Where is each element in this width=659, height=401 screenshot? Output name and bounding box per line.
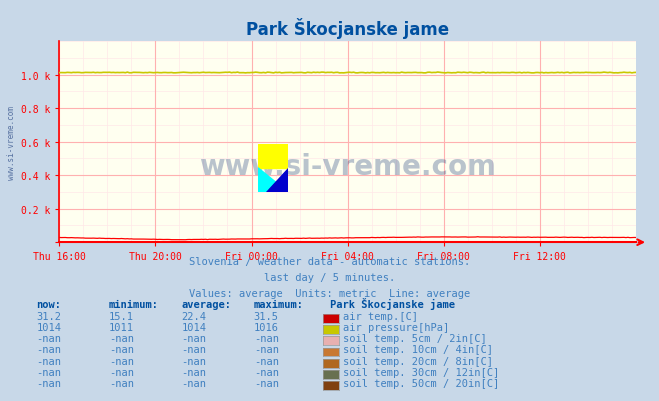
- Text: Slovenia / weather data - automatic stations.: Slovenia / weather data - automatic stat…: [189, 257, 470, 267]
- Text: soil temp. 20cm / 8in[C]: soil temp. 20cm / 8in[C]: [343, 356, 493, 366]
- Text: www.si-vreme.com: www.si-vreme.com: [7, 105, 16, 179]
- Text: average:: average:: [181, 299, 231, 309]
- Text: soil temp. 5cm / 2in[C]: soil temp. 5cm / 2in[C]: [343, 333, 486, 343]
- Text: 1014: 1014: [36, 322, 61, 332]
- Text: -nan: -nan: [181, 356, 206, 366]
- Text: www.si-vreme.com: www.si-vreme.com: [199, 152, 496, 180]
- Text: 31.2: 31.2: [36, 311, 61, 321]
- Text: -nan: -nan: [254, 367, 279, 377]
- Text: -nan: -nan: [36, 344, 61, 354]
- Text: 1014: 1014: [181, 322, 206, 332]
- Text: 22.4: 22.4: [181, 311, 206, 321]
- Text: air pressure[hPa]: air pressure[hPa]: [343, 322, 449, 332]
- Text: now:: now:: [36, 299, 61, 309]
- Text: -nan: -nan: [181, 333, 206, 343]
- Text: 1011: 1011: [109, 322, 134, 332]
- Text: -nan: -nan: [36, 378, 61, 388]
- Text: -nan: -nan: [181, 344, 206, 354]
- Text: -nan: -nan: [109, 367, 134, 377]
- Text: Values: average  Units: metric  Line: average: Values: average Units: metric Line: aver…: [189, 289, 470, 299]
- Text: 31.5: 31.5: [254, 311, 279, 321]
- Text: -nan: -nan: [254, 344, 279, 354]
- Text: -nan: -nan: [254, 333, 279, 343]
- Bar: [258, 144, 288, 168]
- Text: -nan: -nan: [109, 344, 134, 354]
- Polygon shape: [266, 168, 288, 192]
- Text: maximum:: maximum:: [254, 299, 304, 309]
- Text: soil temp. 50cm / 20in[C]: soil temp. 50cm / 20in[C]: [343, 378, 499, 388]
- Text: -nan: -nan: [36, 367, 61, 377]
- Text: -nan: -nan: [254, 378, 279, 388]
- Text: -nan: -nan: [36, 333, 61, 343]
- Text: -nan: -nan: [109, 356, 134, 366]
- Text: 1016: 1016: [254, 322, 279, 332]
- Text: soil temp. 30cm / 12in[C]: soil temp. 30cm / 12in[C]: [343, 367, 499, 377]
- Text: -nan: -nan: [36, 356, 61, 366]
- Text: 15.1: 15.1: [109, 311, 134, 321]
- Text: -nan: -nan: [254, 356, 279, 366]
- Text: -nan: -nan: [181, 378, 206, 388]
- Polygon shape: [258, 168, 288, 192]
- Text: last day / 5 minutes.: last day / 5 minutes.: [264, 273, 395, 283]
- Title: Park Škocjanske jame: Park Škocjanske jame: [246, 18, 449, 39]
- Text: -nan: -nan: [109, 333, 134, 343]
- Text: minimum:: minimum:: [109, 299, 159, 309]
- Text: -nan: -nan: [109, 378, 134, 388]
- Text: air temp.[C]: air temp.[C]: [343, 311, 418, 321]
- Text: soil temp. 10cm / 4in[C]: soil temp. 10cm / 4in[C]: [343, 344, 493, 354]
- Text: -nan: -nan: [181, 367, 206, 377]
- Text: Park Škocjanske jame: Park Škocjanske jame: [330, 297, 455, 309]
